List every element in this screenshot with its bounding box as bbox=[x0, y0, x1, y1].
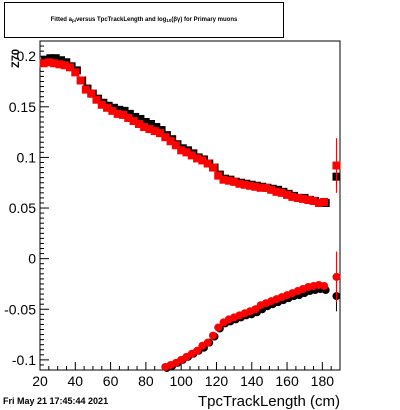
data-point bbox=[314, 198, 323, 207]
data-point bbox=[140, 123, 149, 132]
data-point bbox=[136, 114, 145, 123]
title-sub1: pi bbox=[71, 17, 76, 23]
data-point bbox=[182, 148, 191, 157]
x-tick-label: 80 bbox=[138, 373, 154, 389]
data-point bbox=[120, 106, 129, 115]
data-point bbox=[147, 120, 155, 129]
title-post: (βγ) for Primary muons bbox=[171, 17, 238, 23]
data-point bbox=[224, 176, 233, 185]
data-point bbox=[214, 171, 223, 180]
data-point bbox=[272, 187, 281, 196]
data-point bbox=[57, 56, 65, 65]
data-point bbox=[193, 154, 202, 163]
data-point bbox=[320, 197, 329, 206]
data-point bbox=[251, 182, 260, 191]
data-point bbox=[150, 127, 159, 136]
data-point bbox=[293, 193, 302, 202]
data-point bbox=[288, 192, 297, 201]
data-point bbox=[60, 61, 69, 70]
y-tick-label: 0.05 bbox=[9, 200, 36, 216]
data-point bbox=[113, 109, 122, 118]
x-tick-label: 120 bbox=[205, 373, 229, 389]
data-point bbox=[129, 116, 138, 125]
data-point bbox=[44, 58, 53, 67]
data-point bbox=[203, 338, 212, 347]
data-point bbox=[118, 110, 127, 119]
data-point bbox=[161, 133, 170, 142]
data-point bbox=[156, 129, 164, 138]
data-point bbox=[103, 103, 112, 112]
data-point bbox=[208, 331, 217, 340]
data-point bbox=[39, 59, 48, 68]
title-mid: versus TpcTrackLength and log bbox=[75, 17, 167, 23]
data-point bbox=[55, 60, 64, 69]
data-point bbox=[219, 175, 228, 184]
data-point bbox=[230, 177, 239, 186]
chart-title: Fitted a pi versus TpcTrackLength and log… bbox=[4, 2, 284, 38]
data-point bbox=[193, 346, 202, 355]
data-point bbox=[256, 183, 265, 192]
title-sub2: 10 bbox=[166, 17, 172, 23]
data-point bbox=[277, 188, 286, 197]
data-point bbox=[92, 95, 101, 104]
x-axis-label: TpcTrackLength (cm) bbox=[198, 393, 340, 410]
data-point bbox=[145, 125, 154, 134]
y-tick-label: 0.2 bbox=[17, 48, 37, 64]
data-point bbox=[51, 54, 60, 63]
y-tick-label: 0.1 bbox=[17, 149, 37, 165]
data-point bbox=[115, 105, 124, 114]
data-point bbox=[261, 183, 270, 192]
y-tick-label: 0.15 bbox=[9, 99, 36, 115]
data-point bbox=[166, 137, 175, 146]
data-point bbox=[125, 109, 134, 118]
data-point bbox=[304, 195, 313, 204]
y-axis-label: Z70 bbox=[10, 49, 22, 68]
data-point bbox=[214, 323, 223, 332]
x-tick-label: 40 bbox=[68, 373, 84, 389]
data-point bbox=[171, 141, 180, 150]
data-point bbox=[76, 76, 85, 85]
data-point bbox=[152, 123, 161, 132]
data-point bbox=[141, 117, 150, 126]
data-point bbox=[240, 180, 249, 189]
data-point bbox=[50, 59, 59, 68]
data-point bbox=[246, 181, 254, 190]
y-tick-label: 0 bbox=[28, 251, 36, 267]
data-point bbox=[71, 68, 80, 77]
data-point bbox=[309, 196, 318, 205]
data-point bbox=[177, 146, 186, 155]
data-point bbox=[66, 63, 74, 72]
x-tick-label: 160 bbox=[275, 373, 299, 389]
y-tick-label: -0.1 bbox=[12, 352, 36, 368]
data-point bbox=[46, 54, 55, 63]
edge-data-point bbox=[332, 161, 341, 170]
data-point bbox=[108, 106, 117, 115]
data-point bbox=[97, 100, 106, 109]
data-point bbox=[131, 112, 140, 121]
x-tick-label: 180 bbox=[311, 373, 335, 389]
data-point bbox=[235, 179, 244, 188]
title-pre: Fitted a bbox=[50, 17, 72, 23]
data-point bbox=[298, 194, 307, 203]
x-tick-label: 100 bbox=[169, 373, 193, 389]
x-tick-label: 140 bbox=[240, 373, 264, 389]
data-point bbox=[81, 85, 90, 94]
edge-data-point bbox=[332, 272, 341, 281]
x-tick-label: 20 bbox=[32, 373, 48, 389]
data-point bbox=[283, 190, 292, 199]
data-point bbox=[187, 151, 196, 160]
timestamp: Fri May 21 17:45:44 2021 bbox=[3, 396, 109, 406]
y-tick-label: -0.05 bbox=[4, 301, 36, 317]
data-point bbox=[198, 156, 207, 165]
data-point bbox=[320, 281, 329, 290]
data-point bbox=[124, 113, 133, 122]
data-point bbox=[208, 163, 217, 172]
x-tick-label: 60 bbox=[103, 373, 119, 389]
data-point bbox=[134, 120, 143, 129]
data-point bbox=[87, 89, 96, 98]
data-point bbox=[267, 185, 276, 194]
data-point bbox=[203, 159, 212, 168]
